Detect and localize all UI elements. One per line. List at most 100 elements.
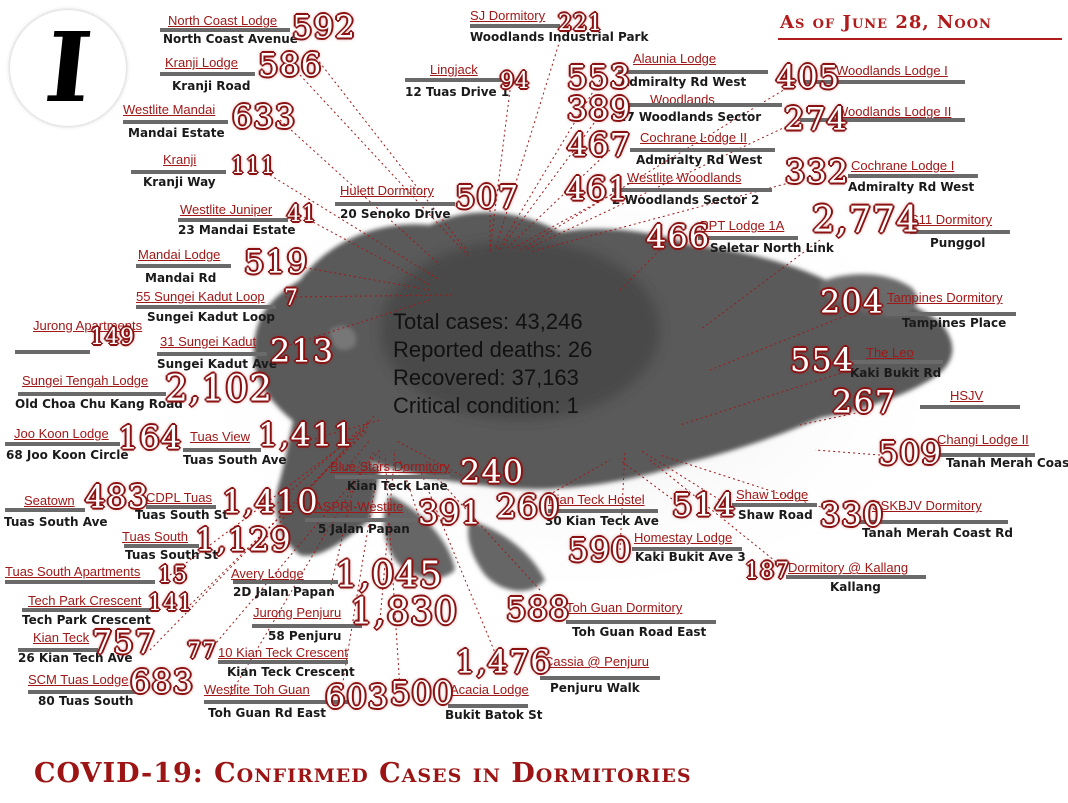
dormitory-name: Kian Teck Hostel: [548, 492, 645, 507]
dormitory-name: CDPL Tuas: [146, 490, 212, 505]
case-count: 461: [565, 170, 630, 208]
label-bar: [178, 218, 288, 222]
case-count: 507: [455, 178, 520, 216]
dormitory-address: Tuas South Ave: [4, 515, 108, 529]
dormitory-address: Admiralty Rd West: [620, 75, 747, 89]
dormitory-name: Shaw Lodge: [736, 487, 809, 502]
dormitory-name: Westlite Toh Guan: [204, 682, 310, 697]
label-bar: [540, 676, 660, 680]
case-count: 15: [158, 563, 188, 588]
dormitory-address: 2D Jalan Papan: [233, 585, 335, 599]
case-count: 391: [418, 494, 483, 532]
label-bar: [910, 230, 1010, 234]
dormitory-name: Sungei Tengah Lodge: [22, 373, 149, 388]
dormitory-name: Tuas South Apartments: [5, 564, 141, 579]
label-bar: [218, 660, 348, 664]
dormitory-address: 26 Kian Tech Ave: [18, 651, 133, 665]
label-bar: [548, 509, 658, 513]
label-bar: [18, 648, 98, 652]
label-bar: [940, 453, 1035, 457]
dormitory-name: S11 Dormitory: [910, 212, 993, 227]
case-count: 554: [790, 341, 855, 379]
dormitory-address: Mandai Rd: [145, 271, 217, 285]
dormitory-address: 23 Mandai Estate: [178, 223, 296, 237]
case-count: 389: [567, 90, 632, 128]
dormitory-name: Lingjack: [430, 62, 478, 77]
dormitory-name: Toh Guan Dormitory: [566, 600, 683, 615]
dormitory-name: Westlite Mandai: [123, 102, 216, 117]
dormitory-address: Tanah Merah Coast Rd: [862, 526, 1013, 540]
case-count: 77: [187, 639, 217, 664]
label-bar: [786, 575, 926, 579]
total-cases: Total cases: 43,246: [393, 309, 583, 334]
label-bar: [335, 475, 450, 479]
dormitory-name: 31 Sungei Kadut: [160, 334, 257, 349]
dormitory-address: Seletar North Link: [710, 241, 834, 255]
label-bar: [800, 80, 965, 84]
label-bar: [233, 580, 338, 584]
dormitory-address: Woodlands Industrial Park: [470, 30, 649, 44]
label-bar: [5, 442, 120, 446]
case-count: 204: [820, 283, 885, 321]
case-count: 467: [567, 126, 632, 164]
dormitory-address: Tanah Merah Coast Rd: [946, 456, 1068, 470]
case-count: 1,411: [258, 416, 355, 454]
dormitory-name: Homestay Lodge: [634, 530, 733, 545]
dormitory-name: Mandai Lodge: [138, 247, 221, 262]
case-count: 1,410: [222, 483, 319, 521]
dormitory-address: Mandai Estate: [128, 126, 225, 140]
label-bar: [146, 505, 216, 509]
dormitory-address: 20 Senoko Drive: [340, 207, 451, 221]
label-bar: [622, 103, 782, 107]
dormitory-name: The Leo: [866, 345, 914, 360]
label-bar: [123, 120, 228, 124]
leader-lines: [149, 39, 881, 701]
label-bar: [848, 360, 943, 364]
dormitory-address: Tampines Place: [902, 316, 1007, 330]
label-bar: [448, 704, 528, 708]
dormitory-name: Jurong Apartments: [33, 318, 143, 333]
dormitory-address: Kaki Bukit Ave 3: [635, 550, 746, 564]
dormitory-name: Blue Stars Dormitory: [330, 459, 450, 474]
label-bar: [848, 174, 978, 178]
dormitory-address: Bukit Batok St: [445, 708, 543, 722]
dormitory-address: Kian Teck Crescent: [227, 665, 355, 679]
case-count: 41: [287, 202, 317, 227]
case-count: 2,774: [812, 200, 921, 241]
label-bar: [136, 264, 231, 268]
dormitory-name: Tuas South: [122, 529, 189, 544]
dormitory-address: Shaw Road: [738, 508, 813, 522]
dormitory-address: Tuas South St: [125, 548, 219, 562]
case-count: 213: [270, 332, 335, 370]
label-bar: [632, 547, 742, 551]
label-bar: [800, 118, 965, 122]
dormitory-name: Kranji Lodge: [165, 55, 238, 70]
dormitory-name: Joo Koon Lodge: [14, 426, 109, 441]
dormitory-name: Kian Teck: [33, 630, 90, 645]
label-bar: [18, 392, 166, 396]
label-bar: [618, 70, 768, 74]
dormitory-name: Alaunia Lodge: [633, 51, 717, 66]
case-count: 519: [244, 243, 309, 281]
dormitory-address: Penjuru Walk: [550, 681, 640, 695]
as-of-underline: [778, 38, 1062, 40]
case-count: 260: [496, 488, 561, 526]
case-count: 1,476: [455, 643, 552, 681]
dormitory-name: 55 Sungei Kadut Loop: [136, 289, 265, 304]
map-shadow: [380, 240, 660, 420]
case-count: 111: [231, 154, 276, 179]
label-bar: [732, 503, 817, 507]
dormitory-name: Tech Park Crescent: [28, 593, 142, 608]
dormitory-name: Kranji: [163, 152, 197, 167]
dormitory-name: Jurong Penjuru: [253, 605, 342, 620]
case-count: 1,129: [195, 521, 292, 559]
case-count: 509: [878, 434, 943, 472]
dormitory-address: 12 Tuas Drive 1: [405, 85, 510, 99]
label-bar: [136, 305, 276, 309]
dormitory-address: Kallang: [830, 580, 881, 594]
case-count: 240: [460, 453, 525, 491]
case-count: 187: [745, 559, 790, 584]
case-count: 221: [558, 11, 603, 36]
dormitory-address: Toh Guan Rd East: [208, 706, 326, 720]
